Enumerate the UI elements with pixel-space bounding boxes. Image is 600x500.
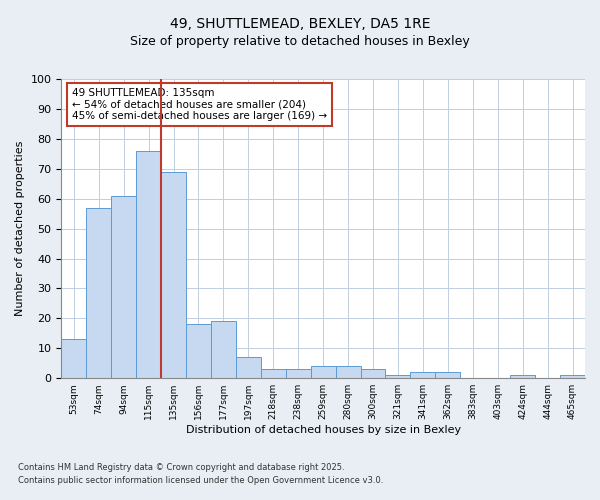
Bar bbox=[385, 375, 410, 378]
Bar bbox=[111, 196, 136, 378]
Bar bbox=[86, 208, 111, 378]
Bar bbox=[335, 366, 361, 378]
Bar bbox=[186, 324, 211, 378]
X-axis label: Distribution of detached houses by size in Bexley: Distribution of detached houses by size … bbox=[185, 425, 461, 435]
Text: Size of property relative to detached houses in Bexley: Size of property relative to detached ho… bbox=[130, 35, 470, 48]
Text: 49, SHUTTLEMEAD, BEXLEY, DA5 1RE: 49, SHUTTLEMEAD, BEXLEY, DA5 1RE bbox=[170, 18, 430, 32]
Text: Contains HM Land Registry data © Crown copyright and database right 2025.: Contains HM Land Registry data © Crown c… bbox=[18, 464, 344, 472]
Bar bbox=[261, 369, 286, 378]
Bar bbox=[311, 366, 335, 378]
Text: 49 SHUTTLEMEAD: 135sqm
← 54% of detached houses are smaller (204)
45% of semi-de: 49 SHUTTLEMEAD: 135sqm ← 54% of detached… bbox=[72, 88, 327, 121]
Y-axis label: Number of detached properties: Number of detached properties bbox=[15, 141, 25, 316]
Bar bbox=[236, 358, 261, 378]
Bar bbox=[211, 322, 236, 378]
Bar bbox=[510, 375, 535, 378]
Bar bbox=[361, 369, 385, 378]
Bar bbox=[286, 369, 311, 378]
Bar bbox=[560, 375, 585, 378]
Bar bbox=[410, 372, 436, 378]
Bar bbox=[61, 340, 86, 378]
Bar bbox=[136, 151, 161, 378]
Text: Contains public sector information licensed under the Open Government Licence v3: Contains public sector information licen… bbox=[18, 476, 383, 485]
Bar bbox=[436, 372, 460, 378]
Bar bbox=[161, 172, 186, 378]
